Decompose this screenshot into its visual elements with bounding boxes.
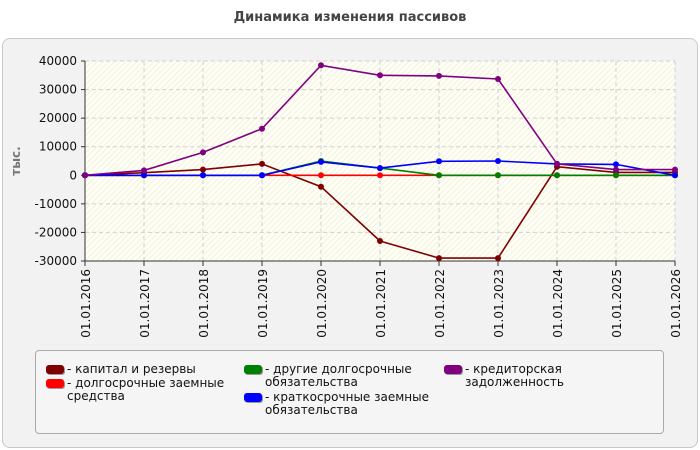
legend-item-short-term-loans: - краткосрочные заемные обязательства: [244, 391, 429, 417]
data-point-4-7: [495, 76, 501, 82]
data-point-0-4: [318, 183, 324, 190]
y-axis-label: тыс.: [9, 146, 23, 175]
y-tick-label: 30000: [39, 83, 77, 97]
data-point-4-3: [259, 125, 265, 132]
legend-label-short-term-loans: - краткосрочные заемные обязательства: [265, 390, 429, 417]
data-point-1-4: [318, 172, 324, 179]
y-tick-label: -10000: [34, 197, 77, 211]
data-point-2-6: [436, 172, 442, 179]
data-point-3-7: [495, 158, 501, 164]
legend-label-accounts-payable: - кредиторская задолженность: [465, 362, 564, 389]
x-tick-label: 01.01.2025: [610, 269, 624, 338]
y-tick-label: 40000: [39, 54, 77, 68]
y-tick-label: 0: [69, 168, 77, 182]
data-point-3-5: [377, 165, 383, 172]
legend-swatch-short-term-loans: [244, 393, 262, 402]
x-tick-label: 01.01.2018: [197, 269, 211, 338]
legend-swatch-other-long-term: [244, 365, 262, 374]
data-point-4-6: [436, 72, 442, 79]
data-point-3-3: [259, 172, 265, 179]
x-tick-label: 01.01.2024: [551, 269, 565, 338]
data-point-3-1: [141, 172, 147, 179]
legend-swatch-accounts-payable: [444, 365, 462, 374]
legend-swatch-long-term-loans: [46, 379, 64, 388]
data-point-2-7: [495, 172, 501, 179]
legend-swatch-capital: [46, 365, 64, 374]
data-point-2-9: [613, 172, 619, 179]
data-point-3-9: [613, 161, 619, 168]
legend-item-other-long-term: - другие долгосрочные обязательства: [244, 363, 412, 389]
x-tick-label: 01.01.2023: [492, 269, 506, 338]
y-tick-label: -20000: [34, 225, 77, 239]
x-tick-label: 01.01.2019: [256, 269, 270, 338]
x-tick-label: 01.01.2021: [374, 269, 388, 338]
legend-label-capital: - капитал и резервы: [67, 362, 196, 376]
legend-item-capital: - капитал и резервы: [46, 363, 196, 376]
legend-label-other-long-term: - другие долгосрочные обязательства: [265, 362, 412, 389]
x-tick-labels: 01.01.2016 01.01.2017 01.01.2018 01.01.2019…: [79, 269, 683, 338]
legend-label-long-term-loans: - долгосрочные заемные средства: [67, 376, 225, 403]
data-point-0-2: [200, 166, 206, 173]
legend: - капитал и резервы - долгосрочные заемн…: [35, 350, 664, 434]
legend-item-accounts-payable: - кредиторская задолженность: [444, 363, 663, 389]
data-point-0-7: [495, 255, 501, 262]
data-point-3-4: [318, 158, 324, 165]
x-tick-label: 01.01.2026: [669, 269, 683, 338]
data-point-4-0: [82, 172, 88, 179]
y-tick-labels: 40000 30000 20000 10000 0 -10000 -20000 -30000: [34, 54, 77, 268]
data-point-0-3: [259, 160, 265, 167]
chart-title: Динамика изменения пассивов: [233, 10, 467, 25]
series-group: [82, 62, 678, 262]
data-point-4-5: [377, 72, 383, 79]
data-point-0-5: [377, 238, 383, 244]
y-tick-label: 20000: [39, 111, 77, 125]
data-point-4-9: [613, 166, 619, 173]
x-tick-label: 01.01.2016: [79, 269, 93, 338]
y-tick-label: -30000: [34, 254, 77, 268]
data-point-4-2: [200, 149, 206, 156]
x-tick-label: 01.01.2017: [138, 269, 152, 338]
legend-item-long-term-loans: - долгосрочные заемные средства: [46, 377, 224, 403]
data-point-4-8: [554, 160, 560, 167]
data-point-3-2: [200, 172, 206, 179]
x-tick-label: 01.01.2022: [433, 269, 447, 338]
data-point-3-6: [436, 158, 442, 165]
data-point-4-4: [318, 62, 324, 69]
x-tick-label: 01.01.2020: [315, 269, 329, 338]
data-point-3-10: [672, 172, 678, 179]
y-tick-label: 10000: [39, 140, 77, 154]
data-point-4-10: [672, 166, 678, 173]
data-point-4-1: [141, 167, 147, 174]
data-point-0-6: [436, 255, 442, 262]
axes: [81, 60, 676, 266]
data-point-1-5: [377, 172, 383, 179]
data-point-2-8: [554, 172, 560, 179]
